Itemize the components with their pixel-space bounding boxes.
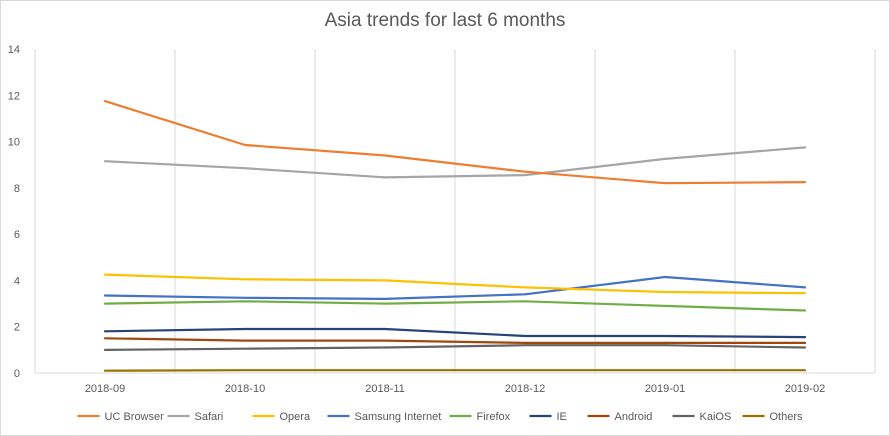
series-line-opera	[103, 273, 807, 295]
legend-item-android: Android	[587, 411, 653, 423]
series-line-kaios	[103, 344, 807, 351]
chart-title: Asia trends for last 6 months	[324, 10, 566, 31]
legend-item-samsung-internet: Samsung Internet	[327, 411, 442, 423]
series-line-others	[103, 369, 807, 372]
legend-label: Android	[615, 411, 653, 423]
legend-label: Samsung Internet	[355, 411, 442, 423]
legend-label: Others	[770, 411, 804, 423]
x-tick-label: 2018-10	[225, 383, 265, 395]
series-line-android	[103, 337, 807, 344]
x-axis-tick-labels: 2018-09 2018-10 2018-11 2018-12 2019-01 2019-…	[85, 383, 825, 395]
x-tick-label: 2019-01	[645, 383, 685, 395]
legend-label: Safari	[195, 411, 224, 423]
series-line-uc-browser	[103, 99, 807, 185]
series-line-safari	[103, 146, 807, 179]
grid	[34, 49, 876, 374]
legend-label: Opera	[280, 411, 311, 423]
y-tick-label: 8	[14, 183, 20, 195]
y-tick-label: 2	[14, 322, 20, 334]
legend-item-uc-browser: UC Browser	[77, 411, 165, 423]
series-lines	[103, 99, 807, 372]
legend-label: UC Browser	[105, 411, 165, 423]
series-line-samsung-internet	[103, 275, 807, 300]
x-tick-label: 2019-02	[785, 383, 825, 395]
legend-item-safari: Safari	[167, 411, 224, 423]
y-tick-label: 10	[8, 137, 20, 149]
legend: UC Browser Safari Opera Samsung Internet Fir…	[77, 411, 804, 423]
legend-label: IE	[557, 411, 567, 423]
y-tick-label: 6	[14, 229, 20, 241]
legend-item-firefox: Firefox	[449, 411, 511, 423]
y-axis-tick-labels: 0 2 4 6 8 10 12 14	[8, 44, 20, 380]
y-tick-label: 0	[14, 368, 20, 380]
x-tick-label: 2018-11	[365, 383, 405, 395]
legend-item-ie: IE	[529, 411, 567, 423]
x-tick-label: 2018-12	[505, 383, 545, 395]
y-tick-label: 14	[8, 44, 20, 56]
y-tick-label: 12	[8, 90, 20, 102]
legend-item-opera: Opera	[252, 411, 311, 423]
y-tick-label: 4	[14, 275, 20, 287]
legend-item-kaios: KaiOS	[672, 411, 732, 423]
series-line-firefox	[103, 300, 807, 312]
legend-item-others: Others	[742, 411, 804, 423]
x-tick-label: 2018-09	[85, 383, 125, 395]
series-line-ie	[103, 327, 807, 339]
legend-label: KaiOS	[700, 411, 732, 423]
legend-label: Firefox	[477, 411, 511, 423]
